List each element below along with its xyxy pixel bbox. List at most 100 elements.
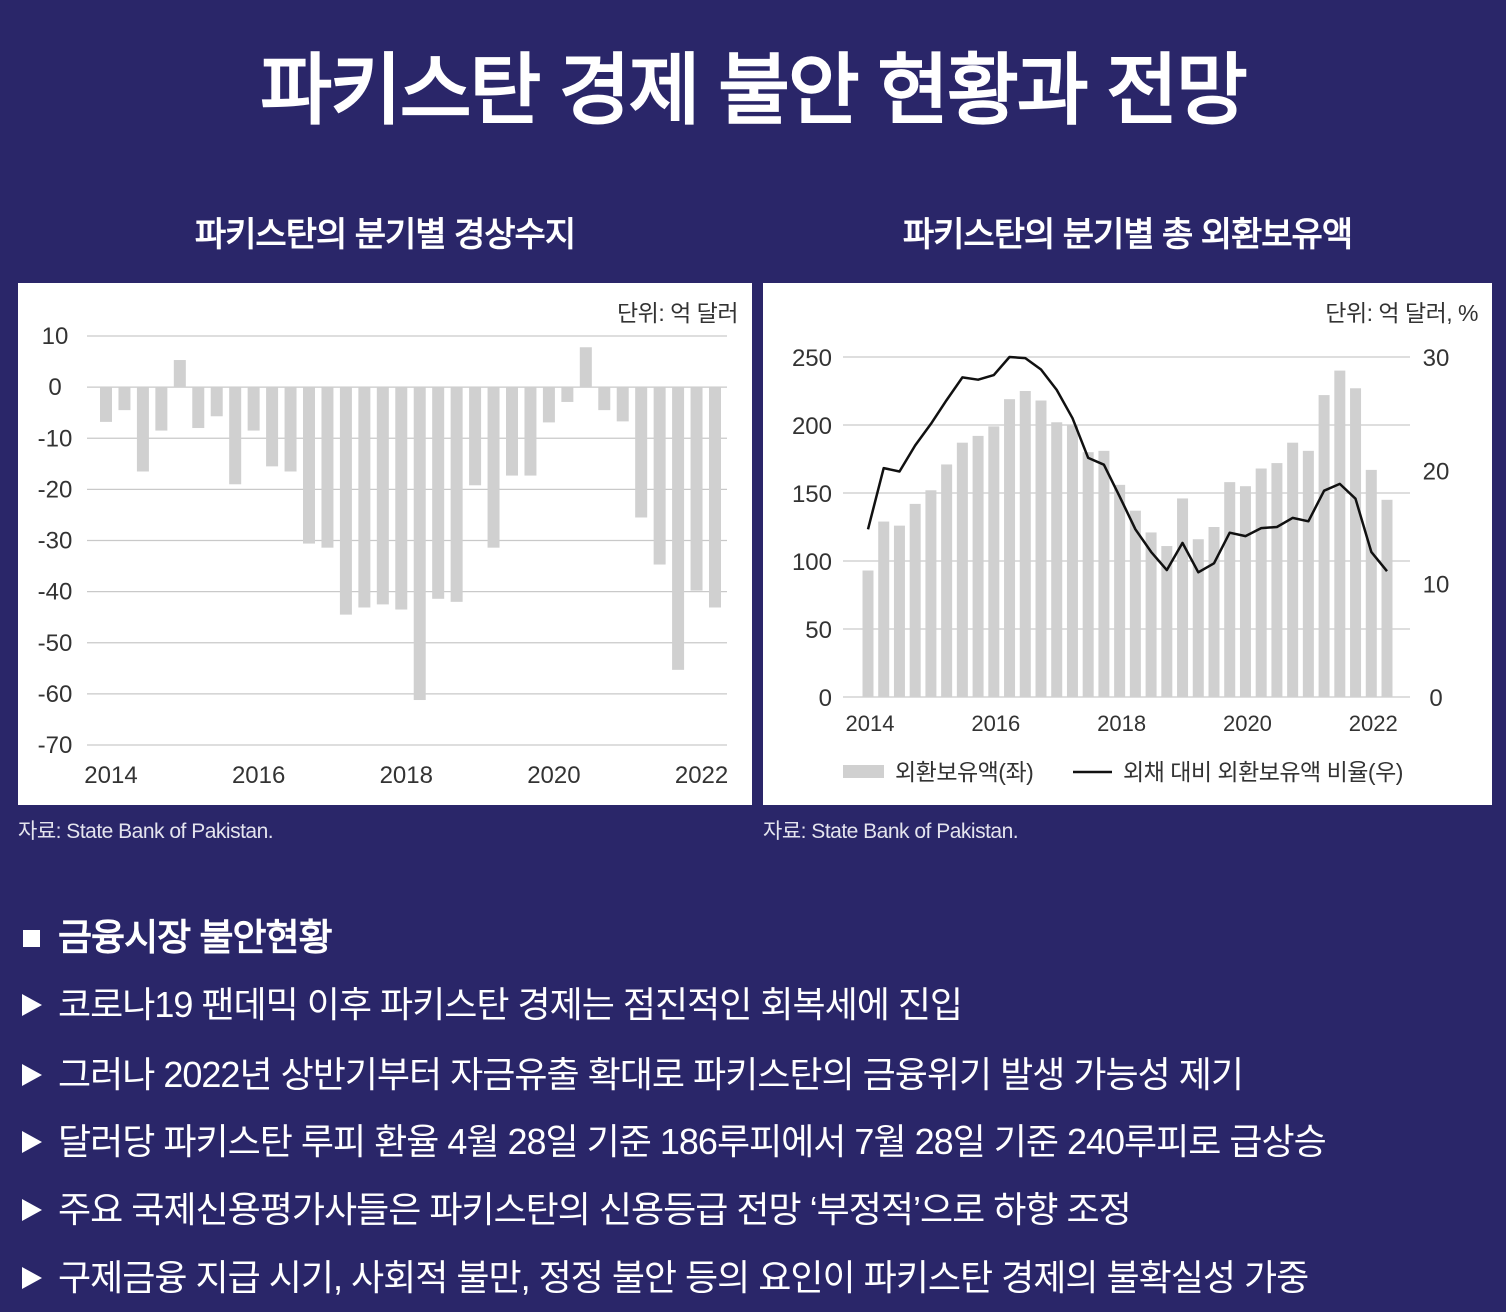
reserve-bar xyxy=(1161,546,1173,697)
y-tick-label: -30 xyxy=(38,528,73,555)
bar xyxy=(598,387,611,411)
x-tick-label: 2022 xyxy=(675,762,728,789)
bar xyxy=(210,387,223,417)
y-tick-label: -70 xyxy=(38,732,73,759)
bar xyxy=(376,387,389,605)
reserve-bar xyxy=(925,490,937,697)
section-header-text: 금융시장 불안현황 xyxy=(58,917,333,958)
bar xyxy=(229,387,242,485)
reserve-bar xyxy=(956,442,968,697)
reserve-bar xyxy=(1318,395,1330,697)
bullet-text: 주요 국제신용평가사들은 파키스탄의 신용등급 전망 ‘부정적’으로 하향 조정 xyxy=(58,1189,1132,1230)
unit-label: 단위: 억 달러, % xyxy=(1325,300,1478,326)
bar xyxy=(136,387,149,472)
bar xyxy=(358,387,371,608)
bar xyxy=(100,387,112,422)
y-left-tick-label: 200 xyxy=(792,413,832,440)
x-tick-label: 2020 xyxy=(1223,711,1272,736)
bullet-item: 달러당 파키스탄 루피 환율 4월 28일 기준 186루피에서 7월 28일 … xyxy=(0,1119,1506,1165)
reserve-bar xyxy=(972,435,984,697)
y-tick-label: 0 xyxy=(48,374,61,401)
reserve-bar xyxy=(1098,450,1110,697)
bar xyxy=(192,387,205,429)
chart-panel-current-account: 단위: 억 달러 10 0 -10 -20 -30 -40 -50 -60 -70 2014 201… xyxy=(18,283,752,805)
x-tick-label: 2014 xyxy=(84,762,137,789)
triangle-right-icon xyxy=(22,994,42,1016)
reserve-bar xyxy=(988,426,1000,697)
y-left-tick-label: 50 xyxy=(805,617,832,644)
bullet-item: 구제금융 지급 시기, 사회적 불만, 정정 불안 등의 요인이 파키스탄 경제… xyxy=(0,1255,1506,1301)
bar xyxy=(247,387,260,431)
x-tick-label: 2018 xyxy=(380,762,433,789)
bar xyxy=(690,387,703,591)
x-tick-label: 2014 xyxy=(846,711,895,736)
chart-panel-fx-reserves: 단위: 억 달러, % 250 200 150 100 50 0 30 20 10 0 2014 20… xyxy=(763,283,1492,805)
y-tick-label: -60 xyxy=(38,681,73,708)
bar xyxy=(672,387,685,670)
reserve-bar xyxy=(941,464,953,697)
square-bullet-icon xyxy=(23,930,40,947)
bar xyxy=(561,387,574,402)
bar xyxy=(266,387,279,467)
chart-title-current-account: 파키스탄의 분기별 경상수지 xyxy=(194,216,576,254)
triangle-right-icon xyxy=(22,1131,42,1153)
section-header: 금융시장 불안현황 xyxy=(0,915,1506,961)
bar xyxy=(635,387,648,518)
bar xyxy=(284,387,297,472)
source-note: 자료: State Bank of Pakistan. xyxy=(763,820,1019,843)
bar xyxy=(118,387,131,411)
y-tick-label: -40 xyxy=(38,579,73,606)
bar xyxy=(709,387,721,608)
reserve-bar xyxy=(893,525,905,697)
y-right-tick-label: 30 xyxy=(1423,345,1450,372)
triangle-right-icon xyxy=(22,1267,42,1289)
bar xyxy=(506,387,518,476)
reserve-bar xyxy=(1019,391,1031,697)
bar xyxy=(303,387,315,544)
legend-label-reserves: 외환보유액(좌) xyxy=(895,759,1033,785)
reserve-bar xyxy=(1334,370,1346,697)
y-right-tick-label: 20 xyxy=(1423,458,1450,485)
reserve-bar xyxy=(1381,499,1393,697)
reserve-bar xyxy=(1287,442,1299,697)
bullet-item: 주요 국제신용평가사들은 파키스탄의 신용등급 전망 ‘부정적’으로 하향 조정 xyxy=(0,1187,1506,1233)
reserve-bar xyxy=(1082,452,1094,697)
current-account-plot: 10 0 -10 -20 -30 -40 -50 -60 -70 2014 2016 2018 2020… xyxy=(38,323,729,789)
reserve-bar xyxy=(909,503,921,697)
y-right-tick-label: 10 xyxy=(1423,572,1450,599)
bar xyxy=(450,387,463,602)
y-left-tick-label: 250 xyxy=(792,345,832,372)
reserve-bar xyxy=(1271,463,1283,697)
bar xyxy=(395,387,408,610)
bar xyxy=(173,360,186,388)
reserve-bar xyxy=(1051,422,1063,697)
bullet-text: 달러당 파키스탄 루피 환율 4월 28일 기준 186루피에서 7월 28일 … xyxy=(58,1121,1327,1162)
bar xyxy=(542,387,555,423)
y-right-tick-label: 0 xyxy=(1429,685,1442,712)
legend-swatch-bar xyxy=(843,765,884,778)
bar xyxy=(339,387,352,615)
chart-title-fx-reserves: 파키스탄의 분기별 총 외환보유액 xyxy=(902,216,1353,254)
triangle-right-icon xyxy=(22,1199,42,1221)
ratio-line xyxy=(866,355,1388,574)
bar xyxy=(432,387,445,599)
page-title: 파키스탄 경제 불안 현황과 전망 xyxy=(260,46,1248,134)
bar xyxy=(579,347,592,388)
unit-label: 단위: 억 달러 xyxy=(617,300,738,326)
bar xyxy=(487,387,500,548)
reserve-bar xyxy=(1302,450,1314,697)
reserve-bar xyxy=(878,521,890,697)
bar xyxy=(321,387,334,548)
bullet-item: 코로나19 팬데믹 이후 파키스탄 경제는 점진적인 회복세에 진입 xyxy=(0,982,1506,1028)
reserve-bar xyxy=(1004,399,1016,697)
legend: 외환보유액(좌) 외채 대비 외환보유액 비율(우) xyxy=(843,759,1403,785)
reserve-bar xyxy=(1239,486,1251,697)
reserve-bar xyxy=(1224,482,1236,697)
bar xyxy=(413,387,426,701)
reserve-bar xyxy=(1114,484,1126,697)
bar xyxy=(653,387,666,565)
x-tick-label: 2018 xyxy=(1097,711,1146,736)
